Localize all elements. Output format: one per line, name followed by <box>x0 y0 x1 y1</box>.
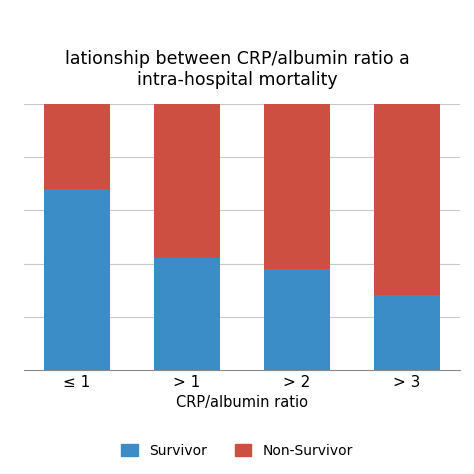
Bar <box>374 104 440 295</box>
Bar <box>264 269 330 370</box>
Bar <box>44 104 109 189</box>
X-axis label: CRP/albumin ratio: CRP/albumin ratio <box>176 395 308 410</box>
Bar <box>44 189 109 370</box>
Legend: Survivor, Non-Survivor: Survivor, Non-Survivor <box>121 444 353 457</box>
Bar <box>374 295 440 370</box>
Text: lationship between CRP/albumin ratio a
intra-hospital mortality: lationship between CRP/albumin ratio a i… <box>64 50 410 89</box>
Bar <box>264 104 330 269</box>
Bar <box>154 258 220 370</box>
Bar <box>154 104 220 258</box>
